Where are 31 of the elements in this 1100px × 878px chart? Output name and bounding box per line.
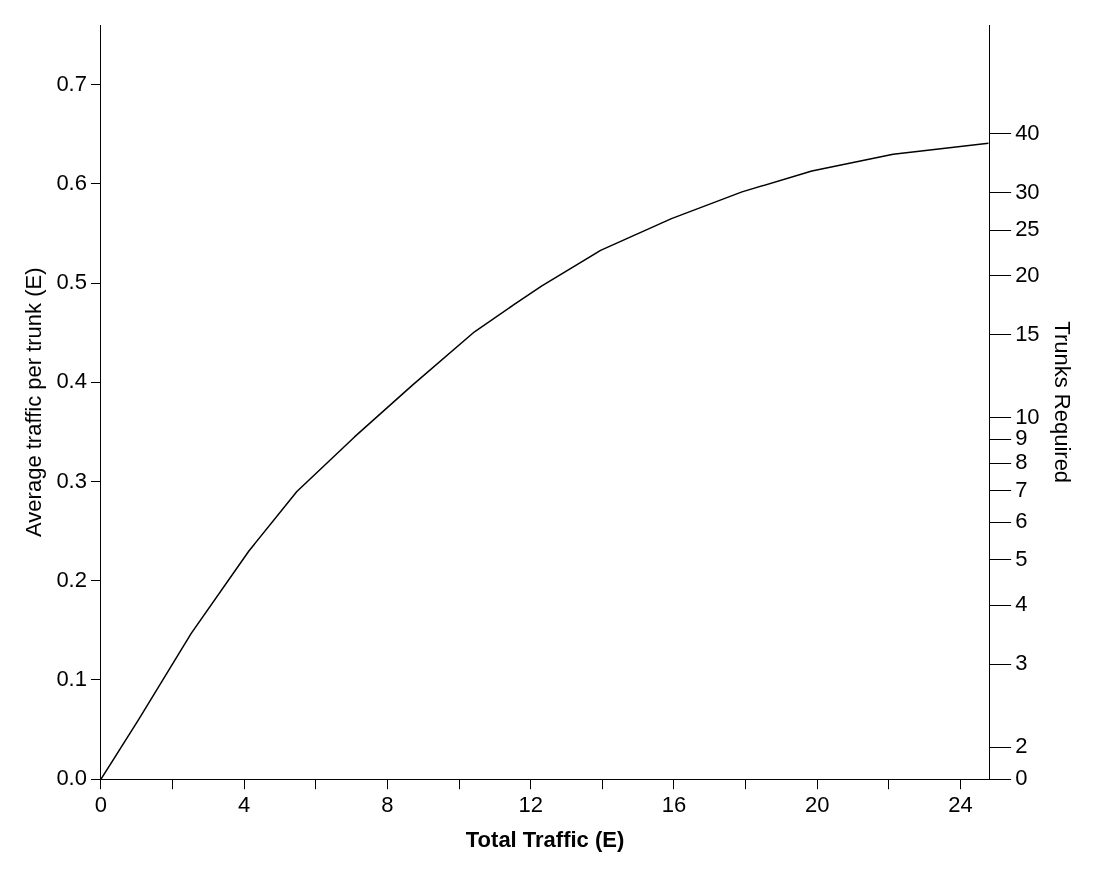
y2-tick-label: 0 (1015, 765, 1028, 791)
x-tick-label: 16 (661, 792, 687, 818)
y-tick-label: 0.5 (56, 269, 87, 295)
y2-tick-label: 40 (1015, 119, 1040, 145)
y2-tick-label: 25 (1015, 216, 1040, 242)
y2-tick-label: 3 (1015, 650, 1028, 676)
x-axis-title: Total Traffic (E) (465, 826, 625, 852)
y-tick-label: 0.6 (56, 170, 87, 195)
y2-tick-label: 7 (1015, 476, 1028, 502)
y2-tick-label: 5 (1015, 545, 1028, 571)
y2-tick-label: 6 (1015, 508, 1028, 534)
y2-tick-label: 20 (1015, 261, 1040, 287)
y-tick-label: 0.1 (56, 666, 87, 692)
y2-tick-label: 2 (1015, 733, 1028, 759)
y-tick-label: 0.2 (56, 566, 87, 592)
y2-tick-label: 15 (1015, 320, 1040, 346)
x-tick-label: 20 (804, 792, 830, 818)
y2-tick-label: 8 (1015, 449, 1028, 475)
x-tick-label: 24 (948, 792, 973, 818)
y-tick-label: 0.7 (56, 70, 87, 96)
x-tick-label: 4 (238, 792, 251, 818)
y-tick-label: 0.4 (56, 368, 87, 394)
y2-tick-label: 30 (1015, 178, 1040, 204)
y2-axis-title: Trunks Required (1049, 321, 1075, 484)
y-tick-label: 0.3 (56, 467, 87, 493)
y-tick-label: 0.0 (56, 765, 87, 791)
y-axis-title: Average traffic per trunk (E) (21, 267, 47, 537)
x-tick-label: 12 (518, 792, 543, 818)
x-tick-label: 8 (381, 792, 394, 818)
y2-tick-label: 4 (1015, 591, 1028, 617)
x-tick-label: 0 (94, 792, 108, 818)
